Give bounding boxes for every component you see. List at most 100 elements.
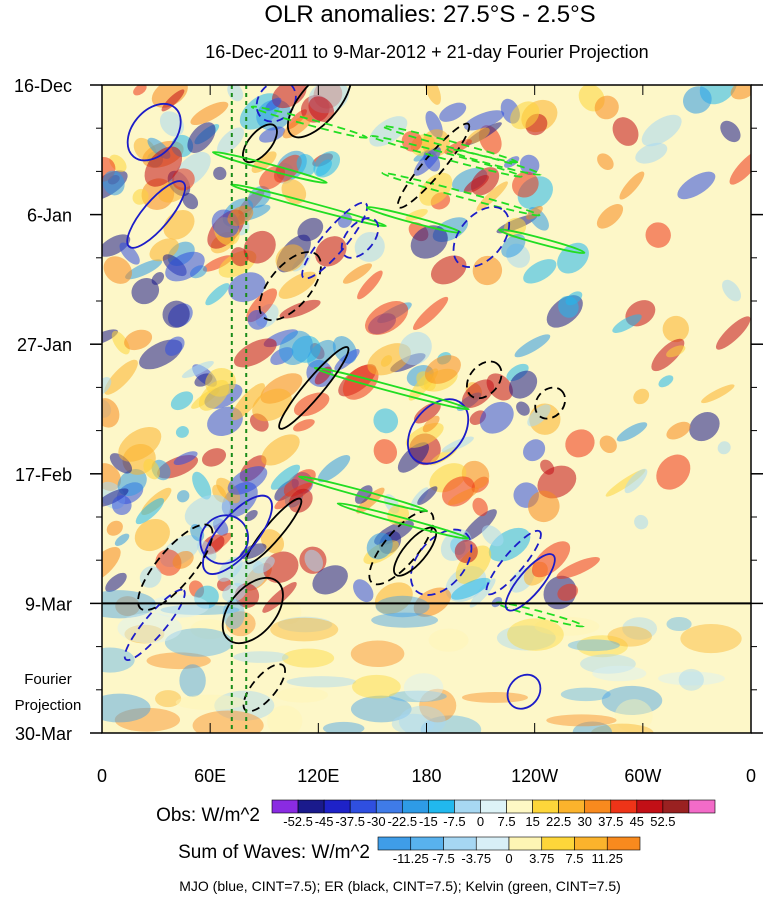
- anomaly-patch: [205, 283, 230, 306]
- x-tick-label: 180: [411, 766, 441, 786]
- anomaly-patch: [410, 487, 429, 508]
- colorbar-swatch: [428, 799, 455, 814]
- projection-patch: [281, 648, 335, 668]
- mjo-contour: [504, 553, 556, 612]
- anomaly-patch: [227, 205, 254, 226]
- mjo-contour: [452, 206, 511, 268]
- colorbar-level-label: -7.5: [432, 851, 454, 866]
- projection-patch: [278, 600, 302, 625]
- mjo-contour: [126, 102, 182, 162]
- colorbar-swatch: [475, 836, 510, 851]
- projection-patch: [277, 616, 333, 633]
- anomaly-patch: [192, 471, 212, 500]
- anomaly-patch: [594, 95, 619, 120]
- anomaly-patch: [523, 439, 546, 462]
- projection-patch: [607, 626, 652, 647]
- waves-colorbar: -11.25 -7.5 -3.75 0 3.75 7.5 11.25: [377, 836, 641, 866]
- anomaly-patch: [373, 439, 398, 464]
- anomaly-patch: [353, 579, 374, 603]
- anomaly-patch: [365, 301, 409, 335]
- er-contour: [278, 346, 350, 430]
- waves-colorbar-label: Sum of Waves: W/m^2: [178, 842, 370, 863]
- anomaly-patch: [722, 279, 742, 302]
- anomaly-patch: [159, 111, 185, 137]
- anomaly-patch: [102, 398, 120, 428]
- anomaly-patch: [155, 549, 182, 576]
- x-tick-label: 0: [746, 766, 756, 786]
- anomaly-patch: [424, 355, 461, 384]
- anomaly-patch: [662, 315, 689, 343]
- colorbar-swatch: [574, 836, 608, 851]
- anomaly-patch: [190, 101, 229, 126]
- anomaly-patch: [144, 146, 183, 187]
- anomaly-patch: [181, 361, 214, 379]
- projection-patch: [375, 595, 430, 618]
- anomaly-patch: [260, 529, 285, 554]
- anomaly-patch: [461, 379, 495, 408]
- projection-patch: [192, 710, 264, 733]
- er-contour: [534, 386, 567, 420]
- colorbar-swatch: [377, 836, 412, 851]
- projection-patch: [622, 617, 658, 640]
- mjo-contour: [123, 588, 186, 661]
- anomaly-patch: [398, 331, 432, 366]
- anomaly-patch: [165, 336, 185, 356]
- projection-patch: [678, 668, 704, 691]
- anomaly-patch: [645, 222, 671, 248]
- x-tick-label: 60E: [194, 766, 226, 786]
- projection-patch: [391, 713, 435, 733]
- anomaly-patch: [413, 147, 442, 176]
- colorbar-level-label: -45: [315, 814, 334, 829]
- anomaly-patch: [510, 101, 540, 130]
- projection-patch: [179, 664, 206, 697]
- anomaly-patch: [104, 359, 138, 395]
- anomaly-patch: [102, 234, 131, 257]
- kelvin-contour: [370, 135, 523, 178]
- anomaly-patch: [222, 582, 247, 603]
- anomaly-patch: [227, 466, 268, 495]
- anomaly-patch: [170, 391, 194, 411]
- er-contour: [258, 251, 322, 322]
- anomaly-patch: [455, 545, 492, 584]
- anomaly-patch: [374, 582, 413, 615]
- chart-footnote: MJO (blue, CINT=7.5); ER (black, CINT=7.…: [179, 878, 621, 894]
- x-axis: 0 60E 120E 180 120W 60W 0: [97, 85, 756, 786]
- anomaly-patch: [516, 401, 530, 416]
- anomaly-patch: [133, 85, 147, 96]
- anomaly-patch: [472, 497, 488, 517]
- anomaly-patch: [252, 556, 275, 574]
- anomaly-patch: [373, 408, 399, 434]
- anomaly-patch: [422, 415, 440, 433]
- anomaly-patch: [715, 316, 751, 350]
- anomaly-patch: [634, 514, 649, 530]
- projection-patch: [428, 628, 469, 652]
- colorbar-swatch: [508, 836, 543, 851]
- anomaly-patch: [252, 388, 293, 422]
- anomaly-patch: [720, 120, 741, 143]
- anomaly-patch: [366, 532, 393, 560]
- colorbar-level-label: -52.5: [283, 814, 313, 829]
- anomaly-patch: [531, 541, 571, 578]
- projection-patch: [420, 715, 482, 733]
- colorbar-level-label: 15: [525, 814, 539, 829]
- projection-patch: [680, 624, 742, 654]
- projection-label-line2: Projection: [15, 697, 82, 714]
- colorbar-swatch: [532, 799, 559, 814]
- anomaly-patch: [213, 166, 227, 181]
- anomaly-patch: [131, 278, 160, 305]
- kelvin-contour: [298, 475, 429, 513]
- anomaly-patch: [624, 468, 648, 494]
- projection-patch: [576, 635, 628, 658]
- colorbar-level-label: 3.75: [529, 851, 554, 866]
- colorbar-swatch: [375, 799, 403, 814]
- y-tick-label: 16-Dec: [14, 76, 72, 96]
- anomaly-patch: [247, 309, 268, 330]
- anomaly-patch: [132, 188, 149, 205]
- colorbar-swatch: [636, 799, 664, 814]
- anomaly-patch: [612, 314, 642, 333]
- obs-colorbar: -52.5 -45 -37.5 -30 -22.5 -15 -7.5 0 7.5 15 22.5 30…: [271, 799, 716, 829]
- colorbar-level-label: 37.5: [598, 814, 623, 829]
- mjo-contour: [301, 201, 369, 280]
- projection-patch: [225, 611, 256, 637]
